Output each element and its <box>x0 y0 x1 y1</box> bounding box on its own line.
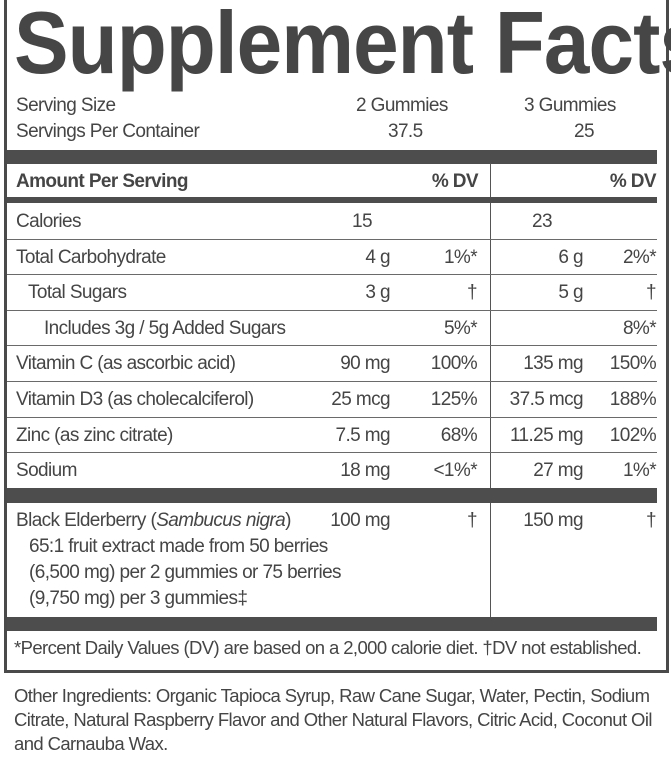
amount-2: 27 mg <box>533 460 583 482</box>
thick-divider <box>7 150 657 164</box>
amount-per-serving-label: Amount Per Serving <box>16 171 188 192</box>
servings-per-container-label: Servings Per Container <box>16 121 200 142</box>
amount-2: 5 g <box>558 282 583 304</box>
amount-1: 4 g <box>365 246 390 268</box>
dv-2: 188% <box>609 389 657 410</box>
amount-2: 135 mg <box>523 353 583 375</box>
serving-size-label: Serving Size <box>16 95 116 116</box>
elderberry-amount-1: 100 mg <box>330 510 390 531</box>
dv-1: 125% <box>430 389 478 410</box>
nutrient-name: Includes 3g / 5g Added Sugars <box>44 317 286 339</box>
amount-1: 3 g <box>365 282 390 304</box>
thick-divider <box>7 617 657 631</box>
elderberry-amount-2: 150 mg <box>523 510 583 531</box>
row-divider <box>7 416 657 418</box>
servings-per-container-2: 25 <box>574 121 595 142</box>
elderberry-desc-line: (9,750 mg) per 3 gummies‡ <box>29 588 248 609</box>
elderberry-desc-line: 65:1 fruit extract made from 50 berries <box>29 536 328 557</box>
serving-size-2: 3 Gummies <box>524 95 616 116</box>
amount-1: 15 <box>352 211 373 232</box>
elderberry-dv-1: † <box>467 510 478 531</box>
footnote: *Percent Daily Values (DV) are based on … <box>14 637 642 658</box>
nutrient-name: Total Carbohydrate <box>16 246 166 268</box>
row-divider <box>7 452 657 454</box>
panel-title: Supplement Facts <box>14 0 671 92</box>
amount-1: 25 mcg <box>331 389 390 410</box>
elderberry-name: Black Elderberry (Sambucus nigra) <box>16 510 291 531</box>
amount-2: 11.25 mg <box>509 424 584 446</box>
dv-1: 5%* <box>443 317 478 339</box>
amount-1: 90 mg <box>340 353 390 375</box>
thick-divider <box>7 488 657 503</box>
row-divider <box>7 381 657 382</box>
nutrient-name: Zinc (as zinc citrate) <box>16 424 173 446</box>
elderberry-dv-2: † <box>646 510 657 531</box>
dv-2: 2%* <box>622 246 657 268</box>
amount-1: 7.5 mg <box>335 424 391 446</box>
dv-1: 68% <box>440 424 478 446</box>
row-divider <box>7 309 657 311</box>
medium-divider <box>7 197 657 203</box>
row-divider <box>7 345 657 347</box>
servings-per-container-1: 37.5 <box>388 121 423 142</box>
amount-2: 6 g <box>558 246 583 268</box>
nutrient-name: Total Sugars <box>28 282 127 304</box>
nutrient-name: Calories <box>16 211 82 232</box>
dv-2: † <box>646 282 657 304</box>
dv-2: 102% <box>609 424 657 446</box>
dv-1: 100% <box>430 353 478 375</box>
dv-2: 150% <box>609 353 657 375</box>
row-divider <box>7 274 657 276</box>
amount-2: 23 <box>532 211 553 232</box>
amount-2: 37.5 mcg <box>509 389 584 410</box>
nutrient-name: Vitamin D3 (as cholecalciferol) <box>16 389 254 410</box>
amount-1: 18 mg <box>340 460 390 482</box>
dv-header-1: % DV <box>431 171 479 192</box>
elderberry-desc-line: (6,500 mg) per 2 gummies or 75 berries <box>29 562 342 583</box>
column-divider <box>490 163 491 617</box>
dv-1: <1%* <box>433 460 477 482</box>
dv-2: 8%* <box>622 317 657 339</box>
nutrient-name: Vitamin C (as ascorbic acid) <box>16 353 236 375</box>
dv-1: 1%* <box>443 246 478 268</box>
facts-panel <box>4 0 669 673</box>
dv-header-2: % DV <box>609 171 657 192</box>
dv-2: 1%* <box>622 460 657 482</box>
dv-1: † <box>467 282 478 304</box>
other-ingredients: Other Ingredients: Organic Tapioca Syrup… <box>14 685 652 754</box>
nutrient-name: Sodium <box>16 460 77 482</box>
row-divider <box>7 238 657 240</box>
serving-size-1: 2 Gummies <box>356 95 448 116</box>
